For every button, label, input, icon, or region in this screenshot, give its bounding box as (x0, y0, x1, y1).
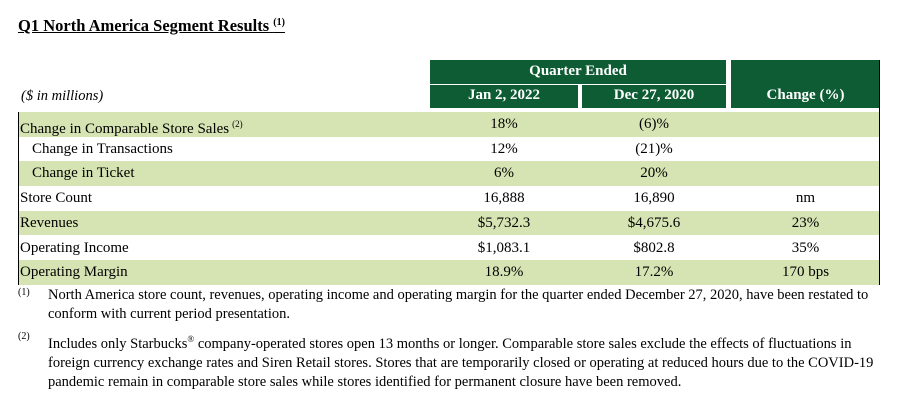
table-row: Change in Ticket 6% 20% (18, 161, 880, 187)
footnote-text: North America store count, revenues, ope… (48, 287, 869, 322)
title-footnote-ref: (1) (273, 17, 285, 28)
cell-dec-27-2020: 20% (640, 165, 668, 182)
footnote-mark: (2) (18, 331, 30, 342)
registered-mark: ® (187, 334, 195, 344)
cell-dec-27-2020: 16,890 (633, 190, 675, 207)
row-label: Store Count (20, 190, 93, 207)
quarter-ended-label: Quarter Ended (529, 63, 627, 79)
cell-jan-2-2022: 16,888 (483, 190, 525, 207)
row-footnote-ref: (2) (232, 119, 243, 129)
cell-dec-27-2020: 17.2% (634, 264, 674, 281)
table-right-border (879, 60, 880, 285)
cell-dec-27-2020: (21)% (635, 140, 673, 157)
row-label: Change in Comparable Store Sales (2) (20, 119, 243, 137)
table-row: Operating Income $1,083.1 $802.8 35% (18, 236, 880, 261)
table-row: Revenues $5,732.3 $4,675.6 23% (18, 210, 880, 236)
quarter-ended-header: Quarter Ended Jan 2, 2022 Dec 27, 2020 (430, 60, 726, 108)
change-header: Change (%) (731, 60, 880, 108)
cell-jan-2-2022: $5,732.3 (477, 214, 531, 231)
table-row: Change in Transactions 12% (21)% (18, 137, 880, 162)
table-row: Operating Margin 18.9% 17.2% 170 bps (18, 260, 880, 285)
cell-jan-2-2022: 6% (494, 165, 514, 182)
footnote-mark: (1) (18, 287, 30, 298)
cell-jan-2-2022: 12% (490, 140, 518, 157)
row-label: Operating Income (20, 239, 129, 256)
row-label: Change in Ticket (32, 165, 135, 182)
cell-change: 23% (791, 214, 820, 231)
cell-change: 35% (791, 239, 820, 256)
table-row: Store Count 16,888 16,890 nm (18, 186, 880, 211)
table-left-border (18, 112, 19, 285)
column-header-dec-27-2020: Dec 27, 2020 (613, 87, 695, 103)
page-title: Q1 North America Segment Results (1) (18, 16, 285, 35)
row-label: Operating Margin (20, 264, 128, 281)
cell-change: nm (795, 190, 816, 207)
cell-dec-27-2020: $4,675.6 (627, 214, 681, 231)
cell-change: 170 bps (781, 264, 830, 281)
column-header-change: Change (%) (766, 87, 845, 103)
header-column-separator (578, 84, 582, 108)
column-header-jan-2-2022: Jan 2, 2022 (467, 87, 541, 103)
row-label: Revenues (20, 214, 79, 231)
cell-jan-2-2022: 18.9% (484, 264, 524, 281)
cell-dec-27-2020: $802.8 (633, 239, 675, 256)
units-label: ($ in millions) (21, 88, 104, 104)
table-row: Change in Comparable Store Sales (2) 18% … (18, 112, 880, 137)
cell-jan-2-2022: 18% (490, 116, 518, 132)
cell-dec-27-2020: (6)% (639, 116, 669, 132)
cell-jan-2-2022: $1,083.1 (477, 239, 531, 256)
footnote-text: Includes only Starbucks® company-operate… (48, 334, 874, 390)
row-label: Change in Transactions (32, 140, 173, 157)
